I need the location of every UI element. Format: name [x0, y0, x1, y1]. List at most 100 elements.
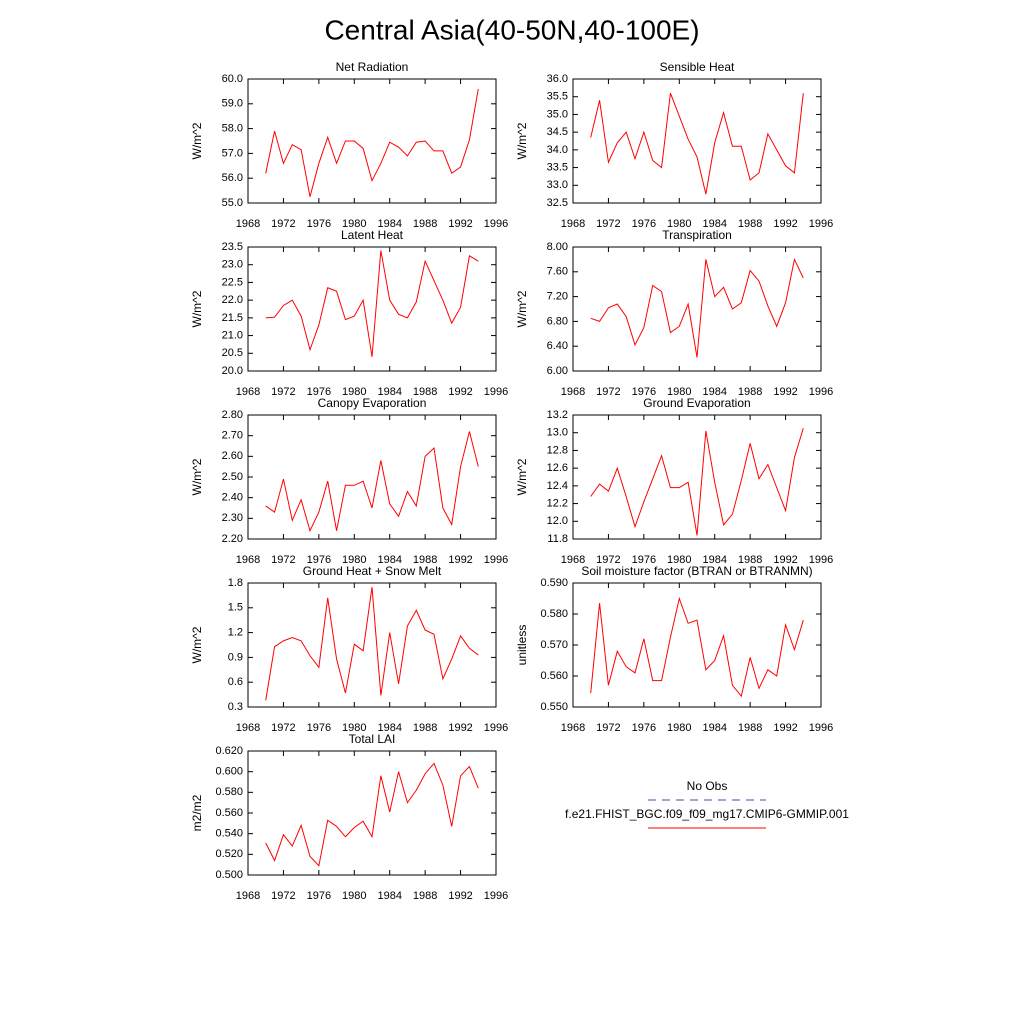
data-line [590, 92, 804, 195]
plot-frame [572, 582, 822, 708]
y-tick-label: 0.520 [215, 848, 243, 860]
x-tick-label: 1996 [484, 386, 508, 398]
y-tick-label: 6.40 [547, 340, 568, 352]
data-line [265, 431, 479, 533]
y-tick-label: 2.70 [222, 430, 243, 442]
plot-frame [247, 750, 497, 876]
x-tick-label: 1988 [413, 386, 437, 398]
x-tick-label: 1968 [236, 386, 260, 398]
x-tick-label: 1976 [307, 722, 331, 734]
x-tick-label: 1984 [377, 554, 401, 566]
x-tick-label: 1976 [632, 218, 656, 230]
x-tick-label: 1992 [773, 554, 797, 566]
data-line [590, 428, 804, 536]
y-tick-label: 12.0 [547, 515, 568, 527]
y-tick-label: 0.580 [540, 608, 568, 620]
x-tick-label: 1968 [561, 554, 585, 566]
y-tick-label: 0.570 [540, 639, 568, 651]
data-line [590, 257, 804, 358]
panel-title: Ground Evaporation [643, 396, 750, 410]
x-tick-label: 1984 [377, 890, 401, 902]
data-line [265, 250, 479, 357]
y-tick-label: 36.0 [547, 73, 568, 85]
y-tick-label: 6.00 [547, 365, 568, 377]
y-axis-label: W/m^2 [190, 458, 204, 495]
x-tick-label: 1992 [773, 722, 797, 734]
y-tick-label: 57.0 [222, 147, 243, 159]
x-tick-label: 1972 [271, 722, 295, 734]
x-tick-label: 1984 [377, 386, 401, 398]
x-tick-label: 1972 [596, 218, 620, 230]
x-tick-label: 1968 [236, 218, 260, 230]
y-tick-label: 7.20 [547, 291, 568, 303]
y-tick-label: 2.80 [222, 409, 243, 421]
x-tick-label: 1980 [342, 722, 366, 734]
x-tick-label: 1976 [632, 554, 656, 566]
x-tick-label: 1972 [271, 554, 295, 566]
y-tick-label: 1.2 [228, 627, 243, 639]
y-tick-label: 0.580 [215, 786, 243, 798]
y-tick-label: 33.5 [547, 161, 568, 173]
y-tick-label: 13.0 [547, 427, 568, 439]
x-tick-label: 1980 [342, 386, 366, 398]
y-tick-label: 12.2 [547, 497, 568, 509]
panel-title: Canopy Evaporation [318, 396, 427, 410]
x-tick-label: 1996 [484, 218, 508, 230]
y-tick-label: 12.8 [547, 444, 568, 456]
panel-title: Sensible Heat [660, 60, 735, 74]
y-tick-label: 0.6 [228, 676, 243, 688]
y-axis-label: W/m^2 [190, 290, 204, 327]
y-tick-label: 20.0 [222, 365, 243, 377]
y-tick-label: 0.540 [215, 828, 243, 840]
x-tick-label: 1980 [342, 890, 366, 902]
x-tick-label: 1984 [702, 722, 726, 734]
x-tick-label: 1988 [738, 386, 762, 398]
y-axis-label: W/m^2 [190, 626, 204, 663]
x-tick-label: 1968 [561, 218, 585, 230]
x-tick-label: 1968 [236, 890, 260, 902]
y-tick-label: 0.550 [540, 701, 568, 713]
y-tick-label: 22.5 [222, 276, 243, 288]
y-tick-label: 2.40 [222, 492, 243, 504]
x-tick-label: 1980 [667, 386, 691, 398]
x-tick-label: 1980 [342, 218, 366, 230]
plot-frame [247, 246, 497, 372]
y-tick-label: 8.00 [547, 241, 568, 253]
y-tick-label: 0.3 [228, 701, 243, 713]
y-tick-label: 1.5 [228, 602, 243, 614]
y-tick-label: 32.5 [547, 197, 568, 209]
legend-label: No Obs [687, 779, 728, 793]
x-tick-label: 1976 [307, 218, 331, 230]
y-tick-label: 55.0 [222, 197, 243, 209]
x-tick-label: 1992 [448, 722, 472, 734]
x-tick-label: 1972 [271, 890, 295, 902]
y-tick-label: 23.0 [222, 259, 243, 271]
y-tick-label: 2.30 [222, 512, 243, 524]
y-tick-label: 2.60 [222, 450, 243, 462]
figure-title: Central Asia(40-50N,40-100E) [324, 14, 699, 45]
x-tick-label: 1988 [738, 218, 762, 230]
x-tick-label: 1992 [448, 890, 472, 902]
y-tick-label: 1.8 [228, 577, 243, 589]
x-tick-label: 1996 [809, 722, 833, 734]
plot-frame [572, 246, 822, 372]
y-tick-label: 0.590 [540, 577, 568, 589]
plot-frame [572, 78, 822, 204]
y-axis-label: m2/m2 [190, 794, 204, 831]
x-tick-label: 1984 [702, 218, 726, 230]
y-tick-label: 13.2 [547, 409, 568, 421]
plot-frame [247, 78, 497, 204]
x-tick-label: 1972 [596, 722, 620, 734]
panel-title: Latent Heat [341, 228, 404, 242]
y-tick-label: 33.0 [547, 179, 568, 191]
x-tick-label: 1980 [667, 554, 691, 566]
x-tick-label: 1996 [484, 722, 508, 734]
x-tick-label: 1988 [413, 722, 437, 734]
data-line [590, 596, 804, 698]
x-tick-label: 1972 [596, 554, 620, 566]
x-tick-label: 1984 [377, 218, 401, 230]
x-tick-label: 1968 [561, 722, 585, 734]
plot-frame [572, 414, 822, 540]
y-tick-label: 59.0 [222, 98, 243, 110]
